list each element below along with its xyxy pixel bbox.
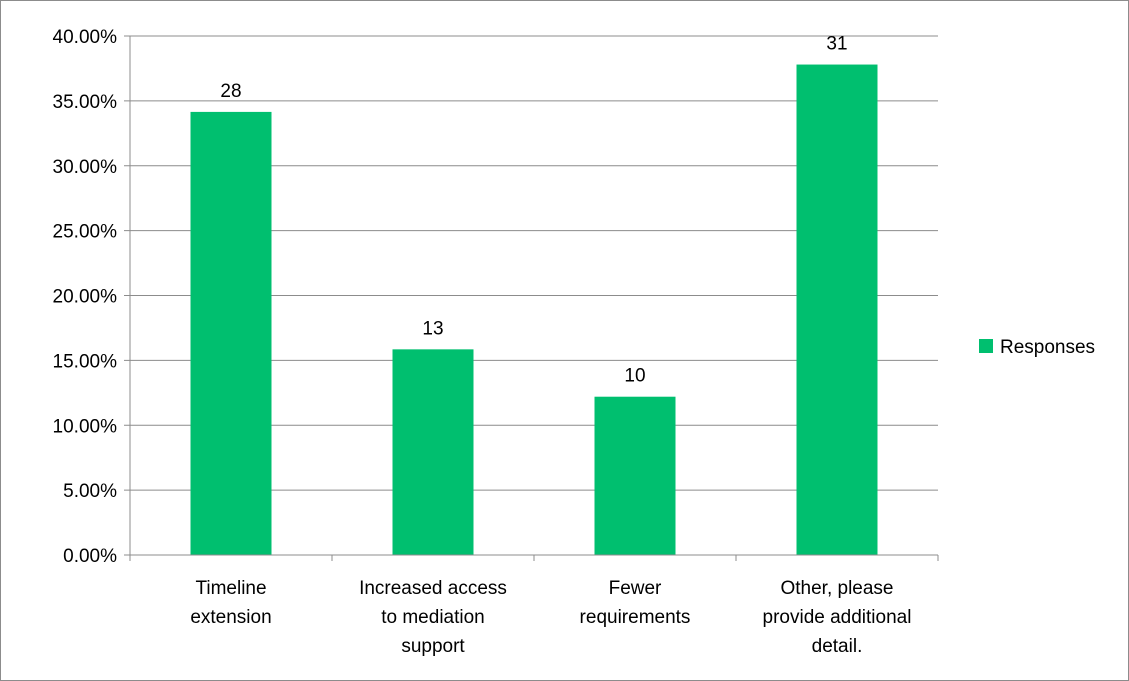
y-tick-label: 5.00% [63, 481, 117, 502]
x-category-label: Fewer [609, 578, 662, 599]
data-label: 13 [422, 318, 443, 339]
x-category-label: requirements [580, 607, 691, 628]
bar[interactable] [796, 64, 878, 556]
y-tick-label: 15.00% [53, 351, 118, 372]
data-label: 10 [624, 366, 645, 387]
y-tick-label: 35.00% [53, 92, 118, 113]
x-category-label: extension [190, 607, 271, 628]
y-tick-label: 30.00% [53, 157, 118, 178]
y-tick-label: 10.00% [53, 416, 118, 437]
x-category-label: provide additional [763, 607, 912, 628]
y-tick-label: 20.00% [53, 287, 118, 308]
legend-label: Responses [1000, 337, 1095, 358]
data-label: 31 [826, 34, 847, 55]
bar[interactable] [392, 349, 474, 555]
y-tick-label: 40.00% [53, 27, 118, 48]
x-category-label: Increased access [359, 578, 507, 599]
x-category-label: detail. [812, 636, 863, 657]
y-tick-label: 25.00% [53, 222, 118, 243]
x-category-label: Timeline [195, 578, 266, 599]
x-category-label: to mediation [381, 607, 485, 628]
bar[interactable] [594, 396, 676, 555]
bar[interactable] [190, 111, 272, 555]
x-category-label: support [401, 636, 465, 657]
y-tick-label: 0.00% [63, 546, 117, 567]
legend-swatch [979, 339, 993, 353]
data-label: 28 [220, 81, 241, 102]
x-category-label: Other, please [780, 578, 893, 599]
